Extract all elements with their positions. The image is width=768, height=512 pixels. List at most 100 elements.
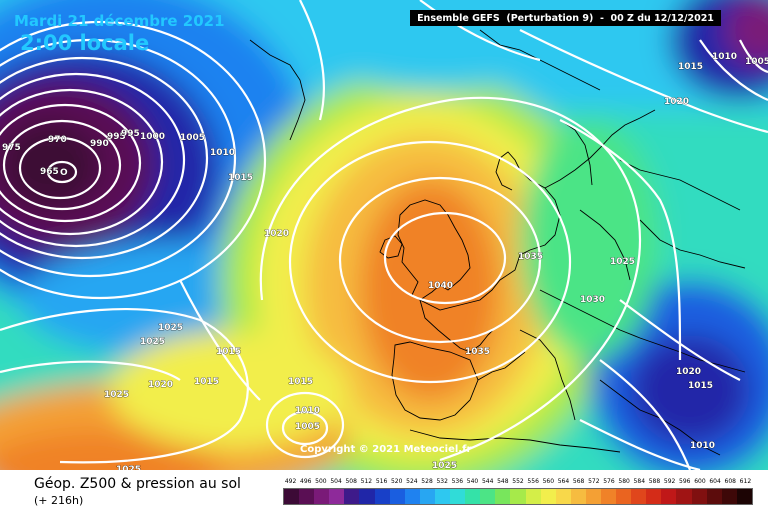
isobar-label: 1035 (465, 347, 490, 357)
color-scale-label: 504 (330, 478, 342, 485)
color-scale-swatch (721, 489, 737, 504)
color-scale-swatch (284, 489, 300, 504)
color-scale-label: 600 (694, 478, 706, 485)
color-scale-swatch (661, 489, 677, 504)
color-scale-label: 564 (557, 478, 570, 485)
color-scale-swatch (359, 489, 375, 504)
color-scale-label: 540 (466, 478, 479, 485)
isobar-labels: 970 975 965 990 995 995 1000 1005 1010 1… (2, 52, 768, 470)
color-scale-label: 608 (724, 478, 736, 485)
isobar-label: 1030 (580, 295, 605, 305)
color-scale-label: 612 (739, 478, 752, 485)
isobar-label: 1015 (288, 377, 313, 387)
color-scale-swatch (404, 489, 420, 504)
color-scale-swatch (676, 489, 692, 504)
color-scale-swatch (540, 489, 556, 504)
isobar-label: 1005 (180, 133, 205, 143)
model-run-info: Ensemble GEFS (Perturbation 9) - 00 Z du… (410, 10, 721, 26)
color-scale-label: 596 (679, 478, 691, 485)
color-scale-swatch (691, 489, 707, 504)
isobar-label: 1020 (264, 229, 289, 239)
color-scale-swatch (631, 489, 647, 504)
forecast-time: 2:00 locale (20, 31, 150, 55)
isobar-label: 1000 (140, 132, 165, 142)
isobar-label: 1025 (140, 337, 165, 347)
isobar-label: 1010 (690, 441, 715, 451)
isobar-label: 995 (121, 129, 140, 139)
isobar-label: 1005 (295, 422, 320, 432)
color-scale-label: 572 (588, 478, 600, 485)
color-scale-swatch (419, 489, 435, 504)
color-scale-label: 584 (633, 478, 646, 485)
isobar-label: 1010 (295, 406, 320, 416)
color-scale-label: 492 (284, 478, 297, 485)
color-scale-label: 512 (360, 478, 373, 485)
color-scale-label: 604 (709, 478, 721, 485)
isobar-label: 965 (40, 167, 59, 177)
isobar-label: 1035 (518, 252, 543, 262)
color-scale-label: 508 (345, 478, 357, 485)
isobar-label: 1040 (428, 281, 453, 291)
isobar-label: 1025 (104, 390, 129, 400)
color-scale-label: 528 (421, 478, 433, 485)
color-scale-label: 576 (603, 478, 615, 485)
color-scale-swatch (646, 489, 662, 504)
map-legend-title: Géop. Z500 & pression au sol (34, 476, 241, 492)
color-scale-swatch (600, 489, 617, 504)
color-scale-label: 536 (451, 478, 464, 485)
isobar-label: 1010 (712, 52, 737, 62)
isobar-label: 1020 (676, 367, 701, 377)
color-scale-bar (283, 488, 753, 505)
color-scale-label: 588 (648, 478, 661, 485)
isobar-label: 1015 (194, 377, 219, 387)
isobars (0, 0, 768, 470)
isobar-label: 1025 (158, 323, 183, 333)
isobar-label: 1015 (678, 62, 703, 72)
color-scale-label: 548 (497, 478, 509, 485)
isobar-label: 1020 (664, 97, 689, 107)
isobar-label: 1025 (610, 257, 635, 267)
color-scale-swatch (555, 489, 571, 504)
color-scale-labels: 492 496 500 504 508 512 516 520 524 528 532 536 540 5… (283, 478, 753, 488)
color-scale-label: 544 (481, 478, 494, 485)
isobar-label: 990 (90, 139, 109, 149)
low-center-symbol: O (60, 168, 68, 178)
color-scale-label: 496 (300, 478, 312, 485)
color-scale-swatch (525, 489, 541, 504)
color-scale-label: 568 (572, 478, 585, 485)
isobar-label: 1005 (745, 57, 768, 67)
color-scale-swatch (389, 489, 405, 504)
color-scale-swatch (736, 489, 752, 504)
isobar-label: 975 (2, 143, 21, 153)
color-scale-label: 592 (663, 478, 676, 485)
color-scale-label: 560 (542, 478, 555, 485)
color-scale-swatch (434, 489, 451, 504)
isobar-label: 1025 (432, 461, 457, 470)
color-scale-swatch (510, 489, 526, 504)
isobar-label: 1020 (148, 380, 173, 390)
color-scale-swatch (495, 489, 511, 504)
color-scale-swatch (299, 489, 315, 504)
isobar-label: 1015 (688, 381, 713, 391)
isobar-label: 995 (107, 132, 126, 142)
color-scale-swatch (329, 489, 345, 504)
color-scale-label: 580 (618, 478, 630, 485)
color-scale-swatch (465, 489, 481, 504)
color-scale-label: 520 (390, 478, 403, 485)
copyright-notice: Copyright © 2021 Meteociel.fr (300, 444, 472, 455)
color-scale-swatch (450, 489, 466, 504)
isobar-label: 1025 (116, 465, 141, 470)
color-scale-label: 532 (436, 478, 448, 485)
isobar-label: 1015 (216, 347, 241, 357)
color-scale-swatch (314, 489, 330, 504)
forecast-lead-time: (+ 216h) (34, 494, 84, 507)
color-scale-label: 516 (375, 478, 388, 485)
color-scale-label: 556 (527, 478, 539, 485)
color-scale-swatch (344, 489, 360, 504)
isobar-label: 970 (48, 135, 67, 145)
color-scale-swatch (616, 489, 632, 504)
color-scale-swatch (480, 489, 496, 504)
color-scale-label: 552 (512, 478, 524, 485)
isobar-label: 1015 (228, 173, 253, 183)
